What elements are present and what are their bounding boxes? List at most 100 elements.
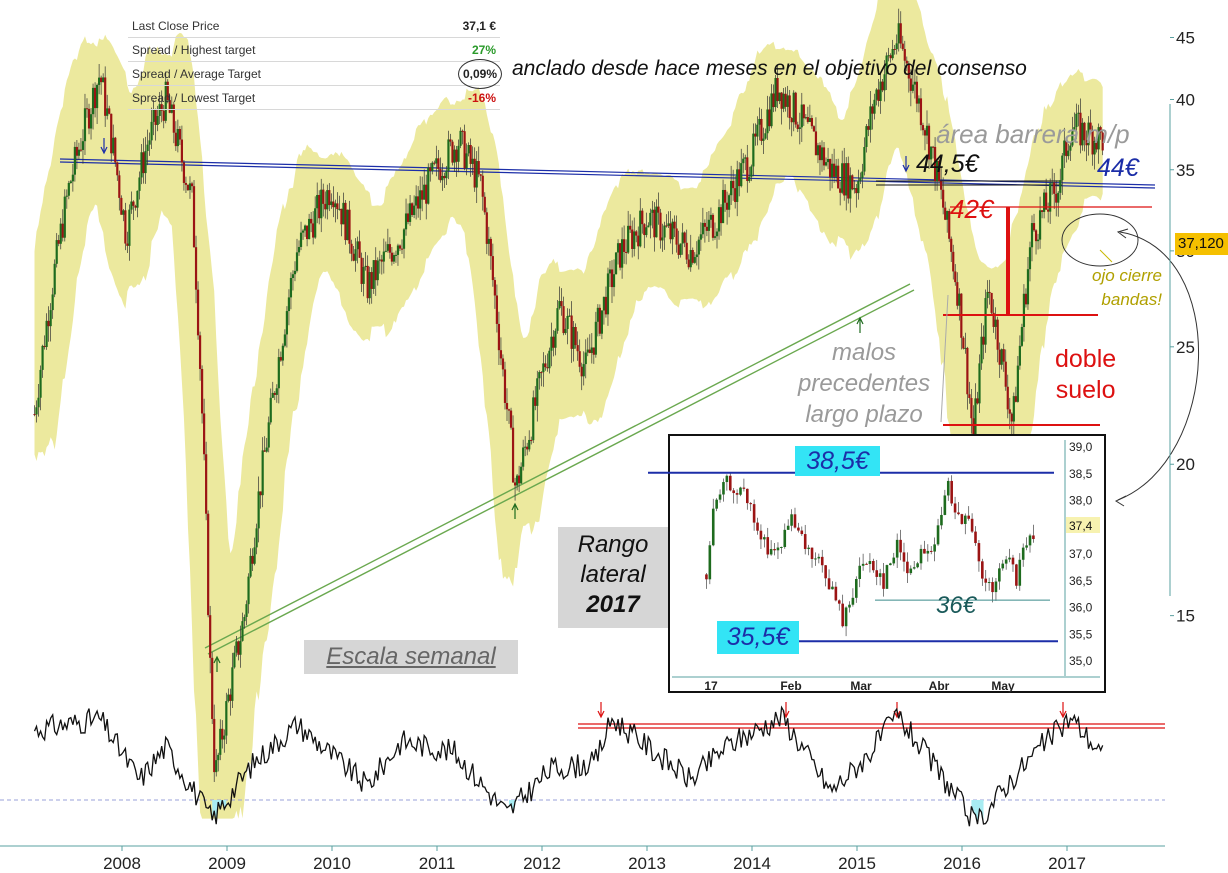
- candle-body: [855, 188, 858, 194]
- candle-body: [665, 225, 668, 227]
- candle-body: [841, 163, 844, 193]
- candle-body: [209, 615, 212, 658]
- candle-body: [845, 163, 848, 196]
- candle-body: [980, 336, 983, 364]
- level-label-355: 35,5€: [717, 621, 799, 654]
- inset-y-tick-label: 38,5: [1069, 467, 1093, 481]
- candle-body: [362, 267, 365, 284]
- candle-body: [978, 363, 981, 404]
- last-price-tag: 37,120: [1175, 233, 1228, 255]
- candle-body: [732, 180, 735, 189]
- candle-body: [186, 184, 190, 191]
- candle-body: [936, 525, 940, 545]
- candle-body: [1000, 349, 1003, 365]
- candle-body: [344, 202, 347, 241]
- candle-body: [1018, 559, 1022, 586]
- candle-body: [784, 93, 787, 107]
- candle-body: [763, 537, 766, 540]
- pointer-line: [1099, 249, 1113, 263]
- candle-body: [848, 604, 851, 608]
- candle-body: [713, 236, 717, 238]
- candle-body: [342, 202, 345, 225]
- y-tick-label: 20: [1176, 455, 1195, 474]
- candle-body: [1012, 396, 1015, 422]
- annotation-ojo-line: bandas!: [1101, 290, 1162, 309]
- candle-body: [800, 530, 804, 535]
- candle-body: [867, 126, 870, 130]
- candle-body: [247, 576, 250, 605]
- candle-body: [773, 548, 776, 551]
- candle-body: [188, 183, 192, 191]
- candle-body: [1061, 155, 1064, 181]
- candle-body: [513, 482, 517, 486]
- candle-body: [546, 367, 549, 369]
- candle-body: [318, 194, 321, 219]
- candle-body: [816, 145, 820, 156]
- candle-body: [883, 74, 886, 91]
- candle-body: [352, 253, 355, 261]
- candle-body: [334, 203, 337, 208]
- candle-body: [114, 137, 117, 163]
- candle-body: [65, 195, 68, 197]
- candle-body: [346, 209, 349, 241]
- candle-body: [831, 586, 834, 590]
- candle-body: [990, 292, 993, 313]
- candle-body: [89, 114, 93, 129]
- candle-body: [580, 366, 583, 377]
- candle-body: [685, 242, 688, 260]
- candles: [33, 8, 1104, 782]
- candle-body: [752, 133, 755, 167]
- candle-body: [964, 347, 967, 349]
- candle-body: [857, 181, 860, 194]
- candle-body: [746, 488, 749, 504]
- candle-body: [1030, 223, 1034, 248]
- stats-row: Last Close Price 37,1 €: [128, 14, 500, 38]
- oversold-fill: [509, 800, 522, 814]
- candle-body: [69, 181, 72, 183]
- candle-body: [384, 250, 387, 252]
- candle-body: [524, 446, 527, 448]
- candle-body: [83, 108, 87, 142]
- candle-body: [410, 203, 414, 216]
- candle-body: [479, 174, 482, 176]
- y-tick-label: 15: [1176, 607, 1195, 626]
- candle-body: [872, 561, 875, 571]
- candle-body: [249, 555, 252, 577]
- candle-body: [768, 109, 771, 127]
- candle-body: [283, 334, 286, 346]
- arrow-up-icon: [213, 655, 221, 664]
- oscillator-panel: 2008 2009 2010 2011 2012 2013 2014 2015 2016 2017: [0, 702, 1165, 873]
- candle-body: [493, 280, 496, 296]
- candle-body: [807, 547, 810, 550]
- candle-body: [59, 223, 62, 244]
- candle-body: [879, 81, 882, 101]
- candle-body: [229, 694, 232, 701]
- candle-body: [994, 581, 998, 593]
- stats-value-circled: 0,09%: [457, 58, 502, 89]
- candle-body: [55, 240, 58, 264]
- candle-body: [691, 250, 694, 263]
- candle-body: [728, 475, 732, 491]
- candle-body: [839, 188, 842, 193]
- candle-body: [168, 100, 171, 113]
- candle-body: [584, 352, 587, 365]
- candle-body: [885, 55, 888, 75]
- candle-body: [822, 147, 826, 166]
- candle-body: [275, 388, 278, 395]
- candle-body: [788, 95, 791, 119]
- candle-body: [269, 397, 272, 423]
- candle-body: [868, 561, 872, 565]
- candle-body: [906, 561, 909, 574]
- candle-body: [1071, 131, 1074, 146]
- candle-body: [279, 357, 282, 361]
- arrow-down-icon: [1059, 710, 1067, 719]
- candle-body: [940, 514, 943, 526]
- candle-body: [1034, 230, 1038, 242]
- candle-body: [106, 108, 109, 116]
- candle-body: [705, 574, 708, 580]
- candle-body: [47, 320, 50, 327]
- candle-body: [457, 145, 460, 162]
- candle-body: [944, 207, 947, 220]
- candle-body: [738, 169, 741, 187]
- candle-body: [245, 604, 248, 618]
